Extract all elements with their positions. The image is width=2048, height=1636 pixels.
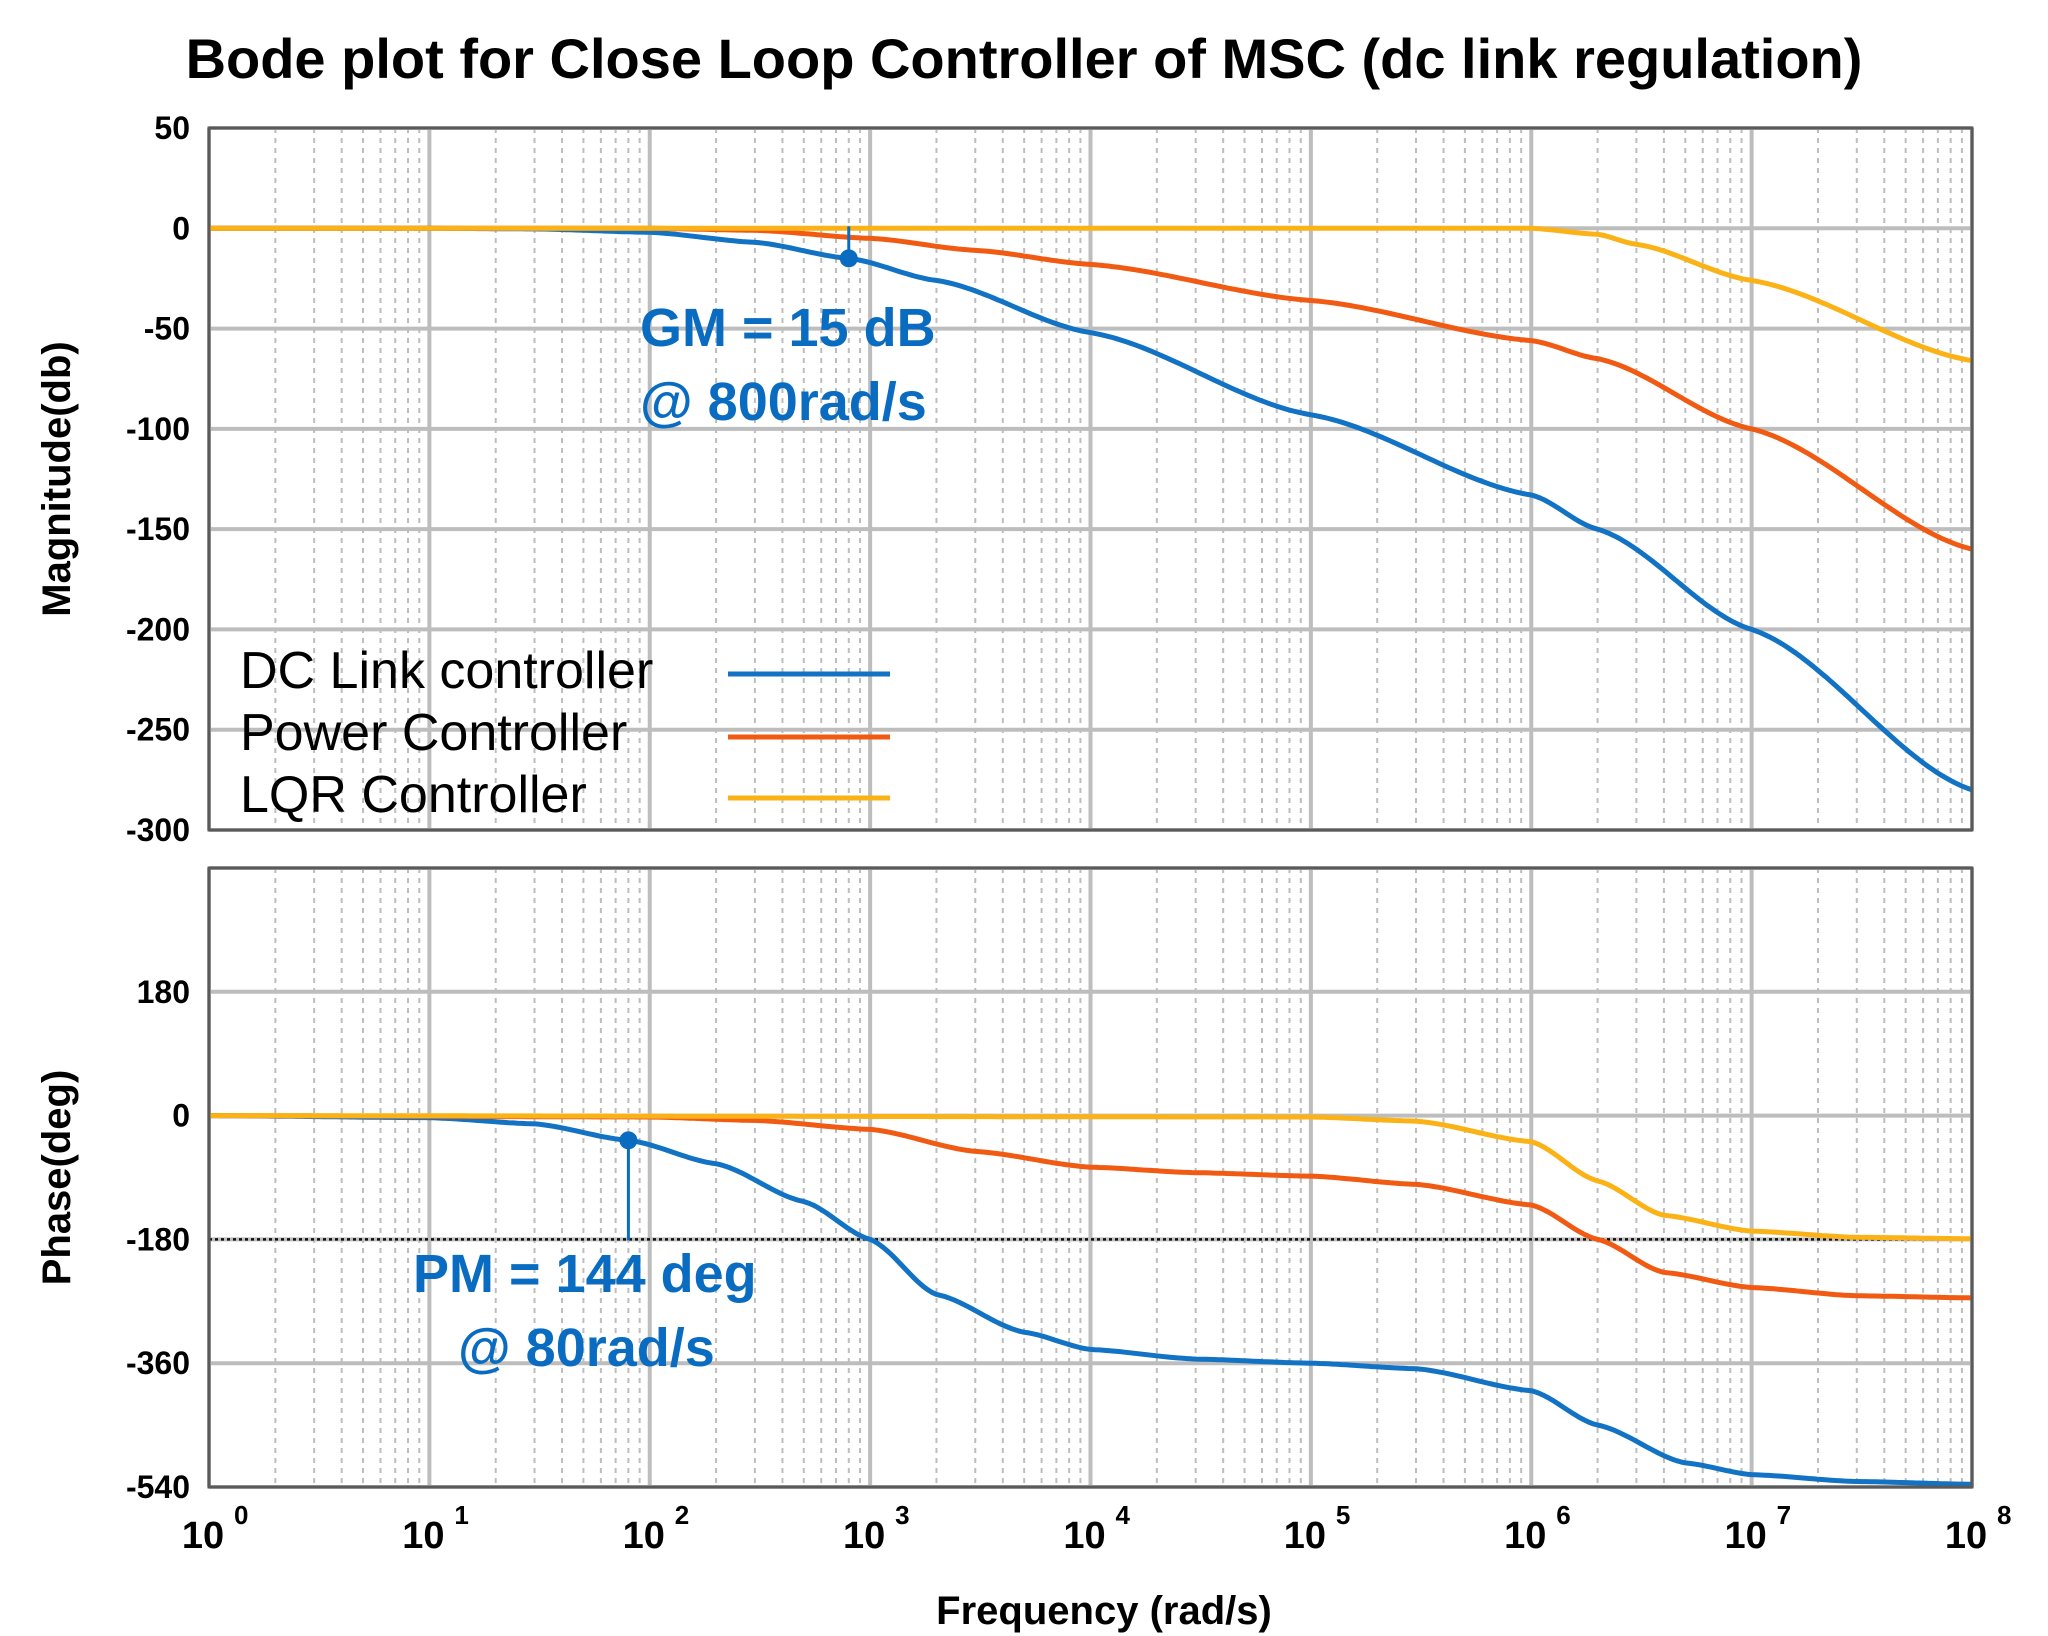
y-tick-label: 180 (137, 974, 190, 1010)
pm-line-1: PM = 144 deg (413, 1244, 757, 1304)
chart-title: Bode plot for Close Loop Controller of M… (186, 27, 1863, 90)
y-tick-label: -540 (126, 1469, 190, 1505)
x-tick-label: 10 (1945, 1515, 1987, 1557)
x-tick-labels: 10 0 10 1 10 2 10 3 10 4 10 5 10 6 10 7 10 8 (182, 1500, 2012, 1557)
x-tick-label: 10 (1724, 1515, 1766, 1557)
x-tick-exponent: 6 (1556, 1500, 1570, 1530)
y-tick-label: -300 (126, 812, 190, 848)
phase-y-ticks: 180 0 -180 -360 -540 (126, 974, 190, 1505)
x-tick-exponent: 0 (234, 1500, 248, 1530)
gm-line-2: @ 800rad/s (640, 372, 927, 432)
y-tick-label: -50 (144, 311, 190, 347)
y-tick-label: 50 (154, 110, 190, 146)
pm-line-2: @ 80rad/s (458, 1318, 715, 1378)
y-tick-label: -180 (126, 1221, 190, 1257)
gain-margin-annotation: GM = 15 dB @ 800rad/s (640, 226, 936, 432)
magnitude-y-ticks: 50 0 -50 -100 -150 -200 -250 -300 (126, 110, 190, 848)
magnitude-y-label: Magnitude(db) (35, 341, 79, 617)
phase-frame (207, 866, 1974, 1489)
magnitude-panel: 50 0 -50 -100 -150 -200 -250 -300 Magnitude(db)… (35, 110, 1974, 848)
magnitude-frame (207, 126, 1974, 832)
lqr-controller-phase-line (209, 1113, 1972, 1242)
y-tick-label: -100 (126, 411, 190, 447)
x-tick-exponent: 7 (1777, 1500, 1791, 1530)
y-tick-label: -360 (126, 1345, 190, 1381)
x-tick-label: 10 (1063, 1515, 1105, 1557)
phase-y-label: Phase(deg) (35, 1070, 79, 1286)
x-tick-label: 10 (843, 1515, 885, 1557)
x-tick-exponent: 2 (675, 1500, 689, 1530)
lqr-controller-magnitude-line (209, 225, 1973, 364)
x-tick-exponent: 1 (454, 1500, 468, 1530)
pm-marker (619, 1131, 638, 1150)
y-tick-label: -250 (126, 712, 190, 748)
phase-margin-annotation: PM = 144 deg @ 80rad/s (413, 1131, 757, 1378)
gm-marker (839, 249, 858, 268)
dc-link-controller-phase-line (209, 1113, 1972, 1487)
lqr-controller-legend-label: LQR Controller (240, 766, 587, 824)
x-tick-label: 10 (402, 1515, 444, 1557)
y-tick-label: -200 (126, 611, 190, 647)
x-tick-exponent: 4 (1116, 1500, 1131, 1530)
power-controller-legend-label: Power Controller (240, 704, 627, 762)
dc-link-controller-legend-label: DC Link controller (240, 642, 653, 700)
phase-series (209, 1113, 1973, 1487)
x-axis-label: Frequency (rad/s) (936, 1589, 1272, 1633)
y-tick-label: 0 (172, 1098, 190, 1134)
magnitude-series (209, 225, 1973, 793)
x-tick-label: 10 (1284, 1515, 1326, 1557)
y-tick-label: 0 (172, 210, 190, 246)
magnitude-grid (207, 126, 1974, 832)
x-tick-label: 10 (1504, 1515, 1546, 1557)
x-tick-label: 10 (623, 1515, 665, 1557)
x-tick-exponent: 8 (1997, 1500, 2011, 1530)
gm-line-1: GM = 15 dB (640, 298, 936, 358)
x-tick-exponent: 5 (1336, 1500, 1350, 1530)
x-tick-exponent: 3 (895, 1500, 909, 1530)
y-tick-label: -150 (126, 511, 190, 547)
phase-grid (207, 866, 1974, 1489)
x-tick-label: 10 (182, 1515, 224, 1557)
